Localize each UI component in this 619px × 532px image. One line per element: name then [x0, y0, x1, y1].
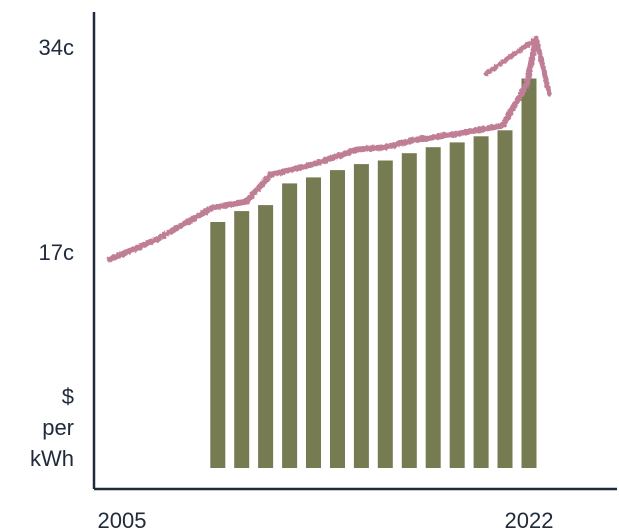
bar-2018 — [425, 147, 441, 468]
bar-2010 — [234, 211, 250, 468]
bar-2021 — [497, 130, 513, 469]
bar-2009 — [210, 222, 226, 468]
y-axis-unit-label: $ per kWh — [30, 384, 74, 471]
bar-2016 — [377, 160, 393, 468]
bar-2012 — [282, 183, 298, 468]
bar-2019 — [449, 142, 465, 468]
bar-2022 — [521, 78, 537, 468]
y-unit-line-2: per — [42, 415, 74, 440]
bar-2011 — [258, 205, 274, 468]
bar-2014 — [330, 170, 345, 468]
y-tick-label-17: 17c — [39, 240, 74, 265]
y-unit-line-1: $ — [62, 384, 74, 409]
bar-2017 — [401, 153, 417, 468]
trend-line — [107, 81, 530, 263]
trend-line-group — [107, 35, 552, 263]
bar-2013 — [306, 177, 321, 468]
y-unit-line-3: kWh — [30, 446, 74, 471]
x-tick-label-2005: 2005 — [98, 508, 147, 532]
bar-2020 — [473, 136, 489, 469]
x-tick-label-2022: 2022 — [505, 508, 554, 532]
trend-arrow-head — [483, 36, 552, 97]
y-tick-label-34: 34c — [39, 35, 74, 60]
bars-group — [210, 78, 537, 469]
trend-arrow-shaft — [523, 35, 540, 88]
bar-2015 — [353, 164, 369, 468]
